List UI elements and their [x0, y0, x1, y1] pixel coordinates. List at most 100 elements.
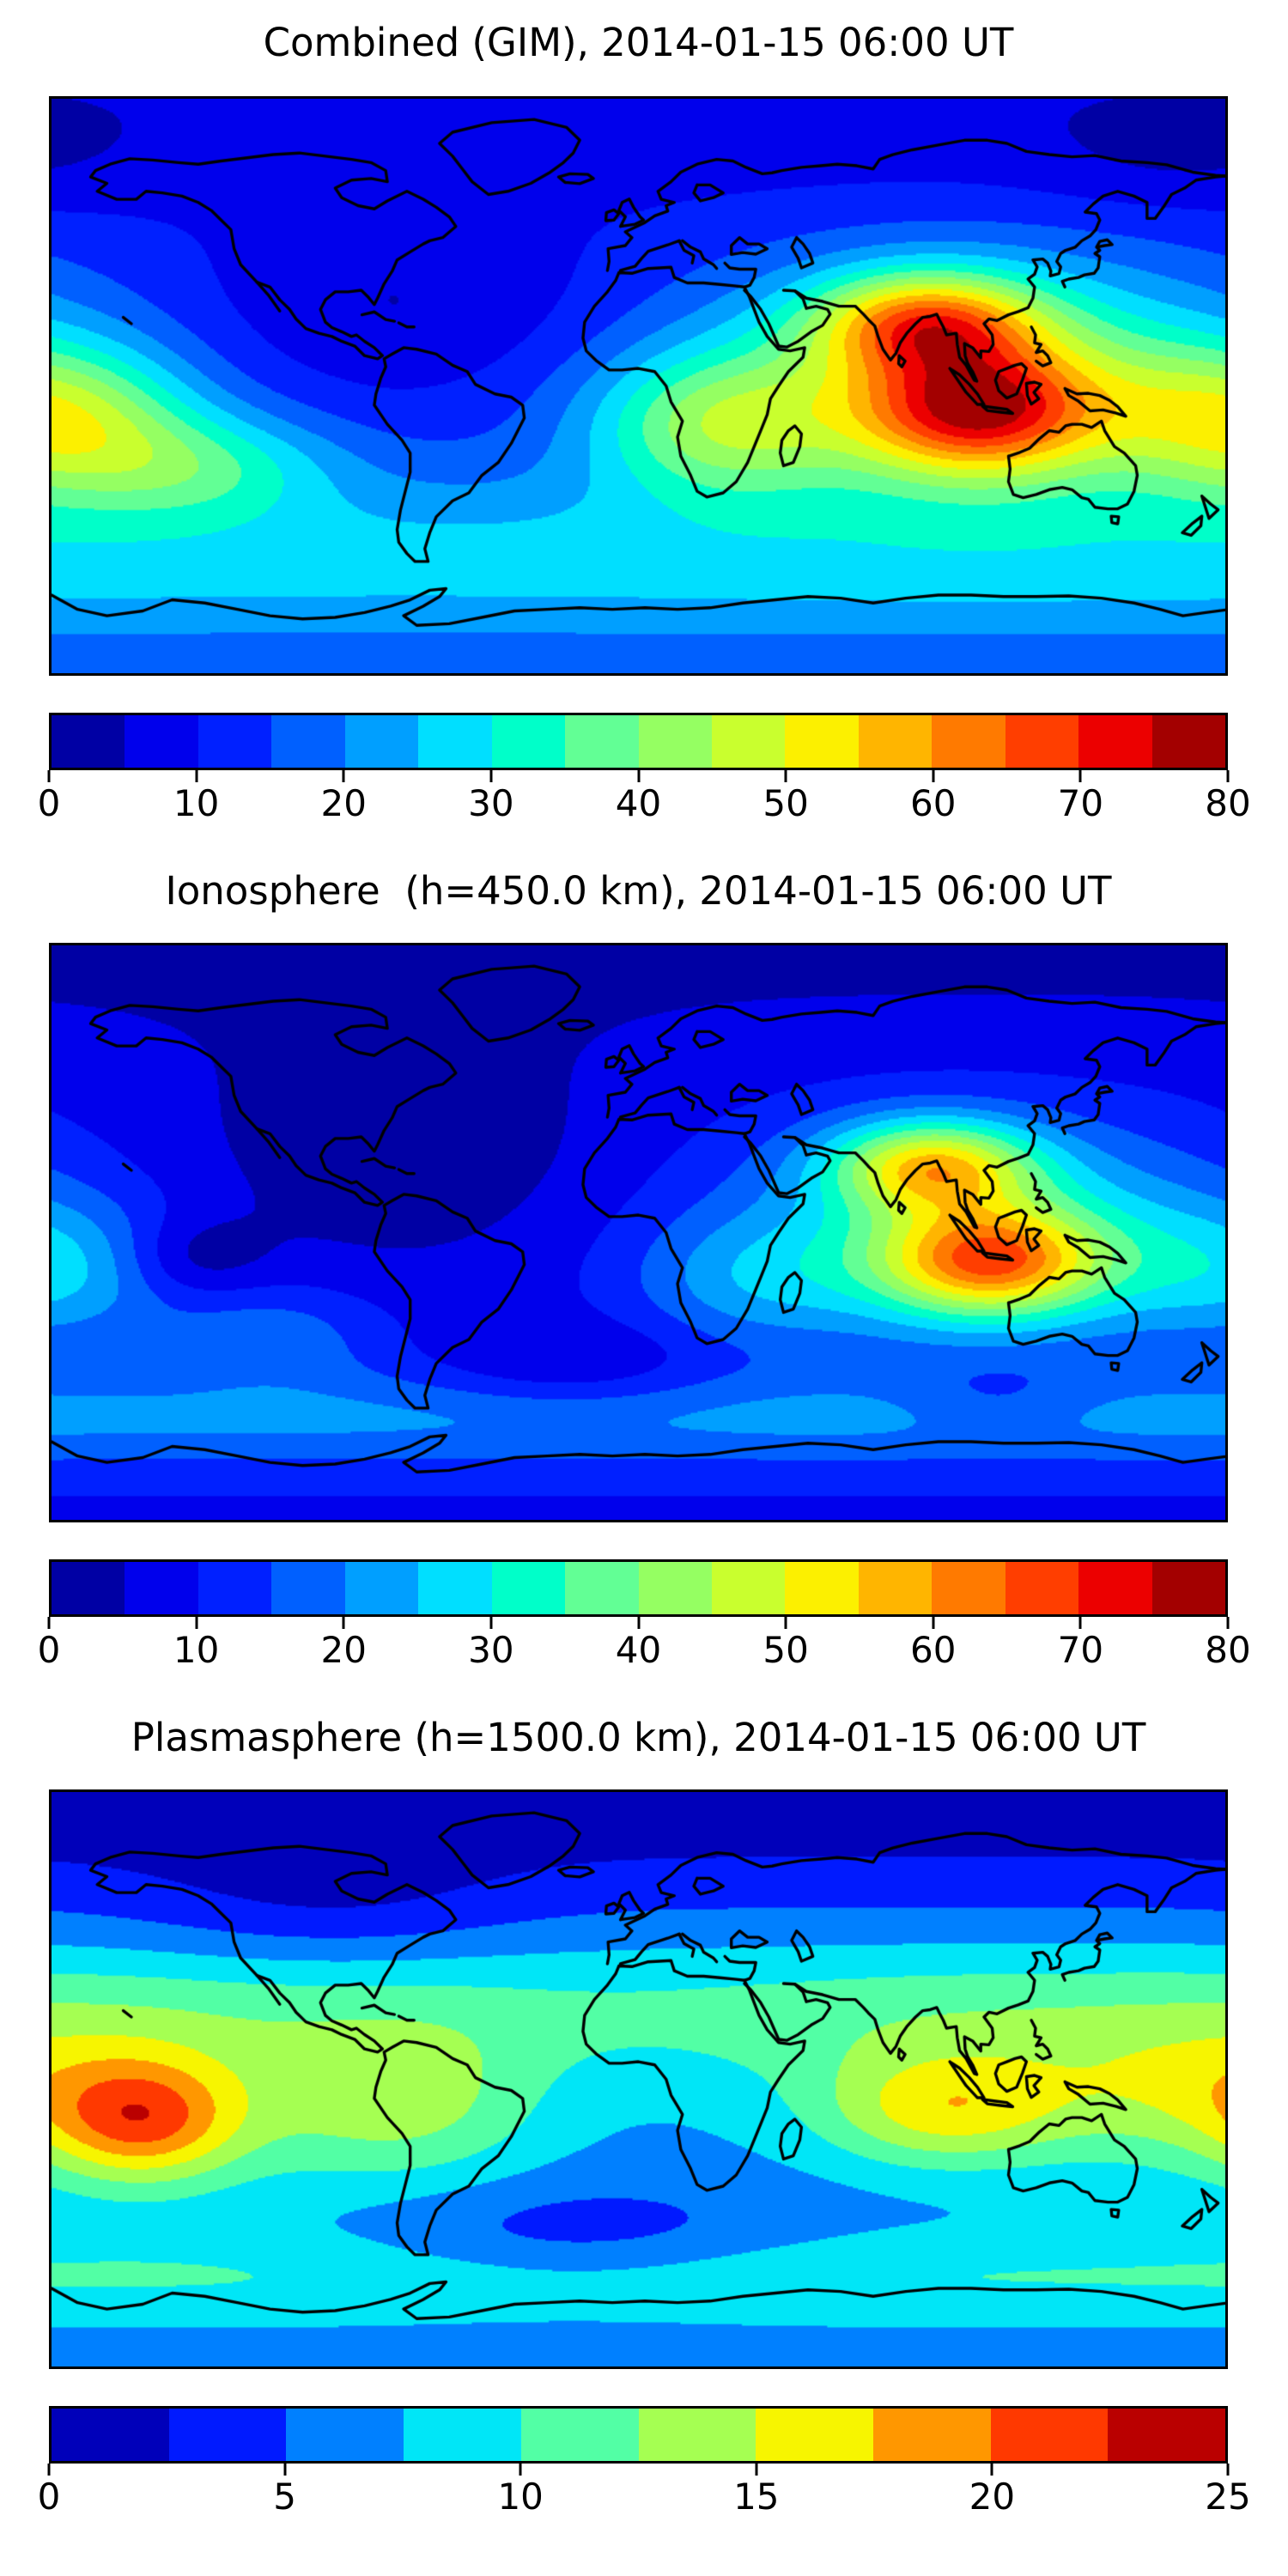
colorbar-tick-label: 70	[1057, 782, 1104, 824]
colorbar-labels-ionosphere: 0 10 20 30 40 50 60 70 80	[38, 1626, 1251, 1674]
colorbar-segment	[1005, 1562, 1079, 1614]
coastline-canvas-ionosphere	[52, 945, 1225, 1520]
colorbar-tick	[1226, 1617, 1230, 1629]
colorbar-segment	[1078, 715, 1152, 768]
colorbar-tick-label: 15	[733, 2476, 780, 2518]
colorbar-tick-label: 80	[1205, 782, 1251, 824]
colorbar-tick	[47, 1617, 51, 1629]
colorbar-tick	[342, 1617, 345, 1629]
colorbar-ticks-plasmasphere	[47, 2464, 1230, 2476]
colorbar-segment	[932, 1562, 1005, 1614]
colorbar-tick-label: 10	[497, 2476, 544, 2518]
colorbar-tick-label: 5	[273, 2476, 296, 2518]
colorbar-labels-combined: 0 10 20 30 40 50 60 70 80	[38, 780, 1251, 828]
colorbar-segment	[520, 2409, 639, 2461]
colorbar-segment	[1108, 2409, 1226, 2461]
colorbar-segment	[565, 715, 639, 768]
colorbar-tick	[1226, 2464, 1230, 2476]
colorbar-tick-label: 50	[762, 1629, 809, 1671]
colorbar-tick-label: 20	[320, 1629, 367, 1671]
colorbar-tick	[637, 1617, 640, 1629]
colorbar-segment	[785, 1562, 859, 1614]
colorbar-segment	[1151, 715, 1225, 768]
colorbar-tick-label: 0	[37, 782, 61, 824]
colorbar-plasmasphere	[49, 2406, 1228, 2464]
colorbar-segment	[638, 1562, 712, 1614]
colorbar-tick	[489, 770, 493, 782]
colorbar-tick-label: 0	[37, 1629, 61, 1671]
colorbar-segment	[785, 715, 859, 768]
colorbar-tick-label: 20	[969, 2476, 1016, 2518]
coastline-canvas-plasmasphere	[52, 1792, 1225, 2366]
colorbar-segment	[711, 1562, 786, 1614]
colorbar-tick	[1226, 770, 1230, 782]
colorbar-segment	[197, 1562, 272, 1614]
colorbar-segment	[1151, 1562, 1225, 1614]
colorbar-segment	[756, 2409, 873, 2461]
colorbar-tick	[784, 1617, 787, 1629]
colorbar-tick	[784, 770, 787, 782]
colorbar-ionosphere	[49, 1559, 1228, 1617]
colorbar-segment	[638, 715, 712, 768]
colorbar-segment	[125, 1562, 198, 1614]
colorbar-combined	[49, 713, 1228, 770]
colorbar-tick	[283, 2464, 287, 2476]
colorbar-segment	[990, 2409, 1109, 2461]
panel-title-plasmasphere: Plasmasphere (h=1500.0 km), 2014-01-15 0…	[131, 1715, 1146, 1760]
colorbar-tick-label: 10	[173, 782, 220, 824]
colorbar-segment	[565, 1562, 639, 1614]
colorbar-tick-label: 0	[37, 2476, 61, 2518]
colorbar-tick-label: 50	[762, 782, 809, 824]
colorbar-segment	[404, 2409, 521, 2461]
colorbar-tick-label: 30	[468, 782, 514, 824]
colorbar-tick	[1078, 770, 1082, 782]
colorbar-tick	[47, 2464, 51, 2476]
colorbar-tick	[195, 1617, 198, 1629]
colorbar-tick-label: 40	[615, 782, 662, 824]
panel-title-ionosphere: Ionosphere (h=450.0 km), 2014-01-15 06:0…	[165, 868, 1112, 914]
colorbar-tick-label: 20	[320, 782, 367, 824]
colorbar-segment	[344, 715, 419, 768]
colorbar-segment	[52, 2409, 169, 2461]
colorbar-tick-label: 70	[1057, 1629, 1104, 1671]
colorbar-segment	[197, 715, 272, 768]
colorbar-tick-label: 60	[910, 782, 957, 824]
colorbar-segment	[286, 2409, 404, 2461]
colorbar-segment	[418, 1562, 492, 1614]
map-ionosphere	[49, 943, 1228, 1522]
colorbar-segment	[1005, 715, 1079, 768]
colorbar-segment	[638, 2409, 756, 2461]
colorbar-tick	[342, 770, 345, 782]
colorbar-tick	[489, 1617, 493, 1629]
colorbar-tick	[47, 770, 51, 782]
colorbar-tick-label: 60	[910, 1629, 957, 1671]
colorbar-segment	[491, 715, 566, 768]
colorbar-tick	[637, 770, 640, 782]
colorbar-segment	[491, 1562, 566, 1614]
colorbar-segment	[858, 715, 933, 768]
colorbar-segment	[271, 1562, 345, 1614]
colorbar-segment	[932, 715, 1005, 768]
colorbar-tick	[755, 2464, 758, 2476]
colorbar-segment	[168, 2409, 287, 2461]
colorbar-tick-label: 30	[468, 1629, 514, 1671]
colorbar-tick	[932, 1617, 935, 1629]
panel-title-combined: Combined (GIM), 2014-01-15 06:00 UT	[263, 20, 1014, 65]
map-plasmasphere	[49, 1789, 1228, 2369]
colorbar-tick-label: 40	[615, 1629, 662, 1671]
colorbar-labels-plasmasphere: 0 5 10 15 20 25	[38, 2473, 1251, 2521]
colorbar-segment	[52, 715, 125, 768]
colorbar-ticks-combined	[47, 770, 1230, 782]
colorbar-tick-label: 25	[1205, 2476, 1251, 2518]
colorbar-segment	[418, 715, 492, 768]
colorbar-tick	[990, 2464, 993, 2476]
colorbar-segment	[858, 1562, 933, 1614]
colorbar-segment	[872, 2409, 991, 2461]
colorbar-ticks-ionosphere	[47, 1617, 1230, 1629]
colorbar-tick-label: 80	[1205, 1629, 1251, 1671]
colorbar-tick	[1078, 1617, 1082, 1629]
colorbar-tick	[932, 770, 935, 782]
colorbar-segment	[711, 715, 786, 768]
colorbar-tick	[195, 770, 198, 782]
